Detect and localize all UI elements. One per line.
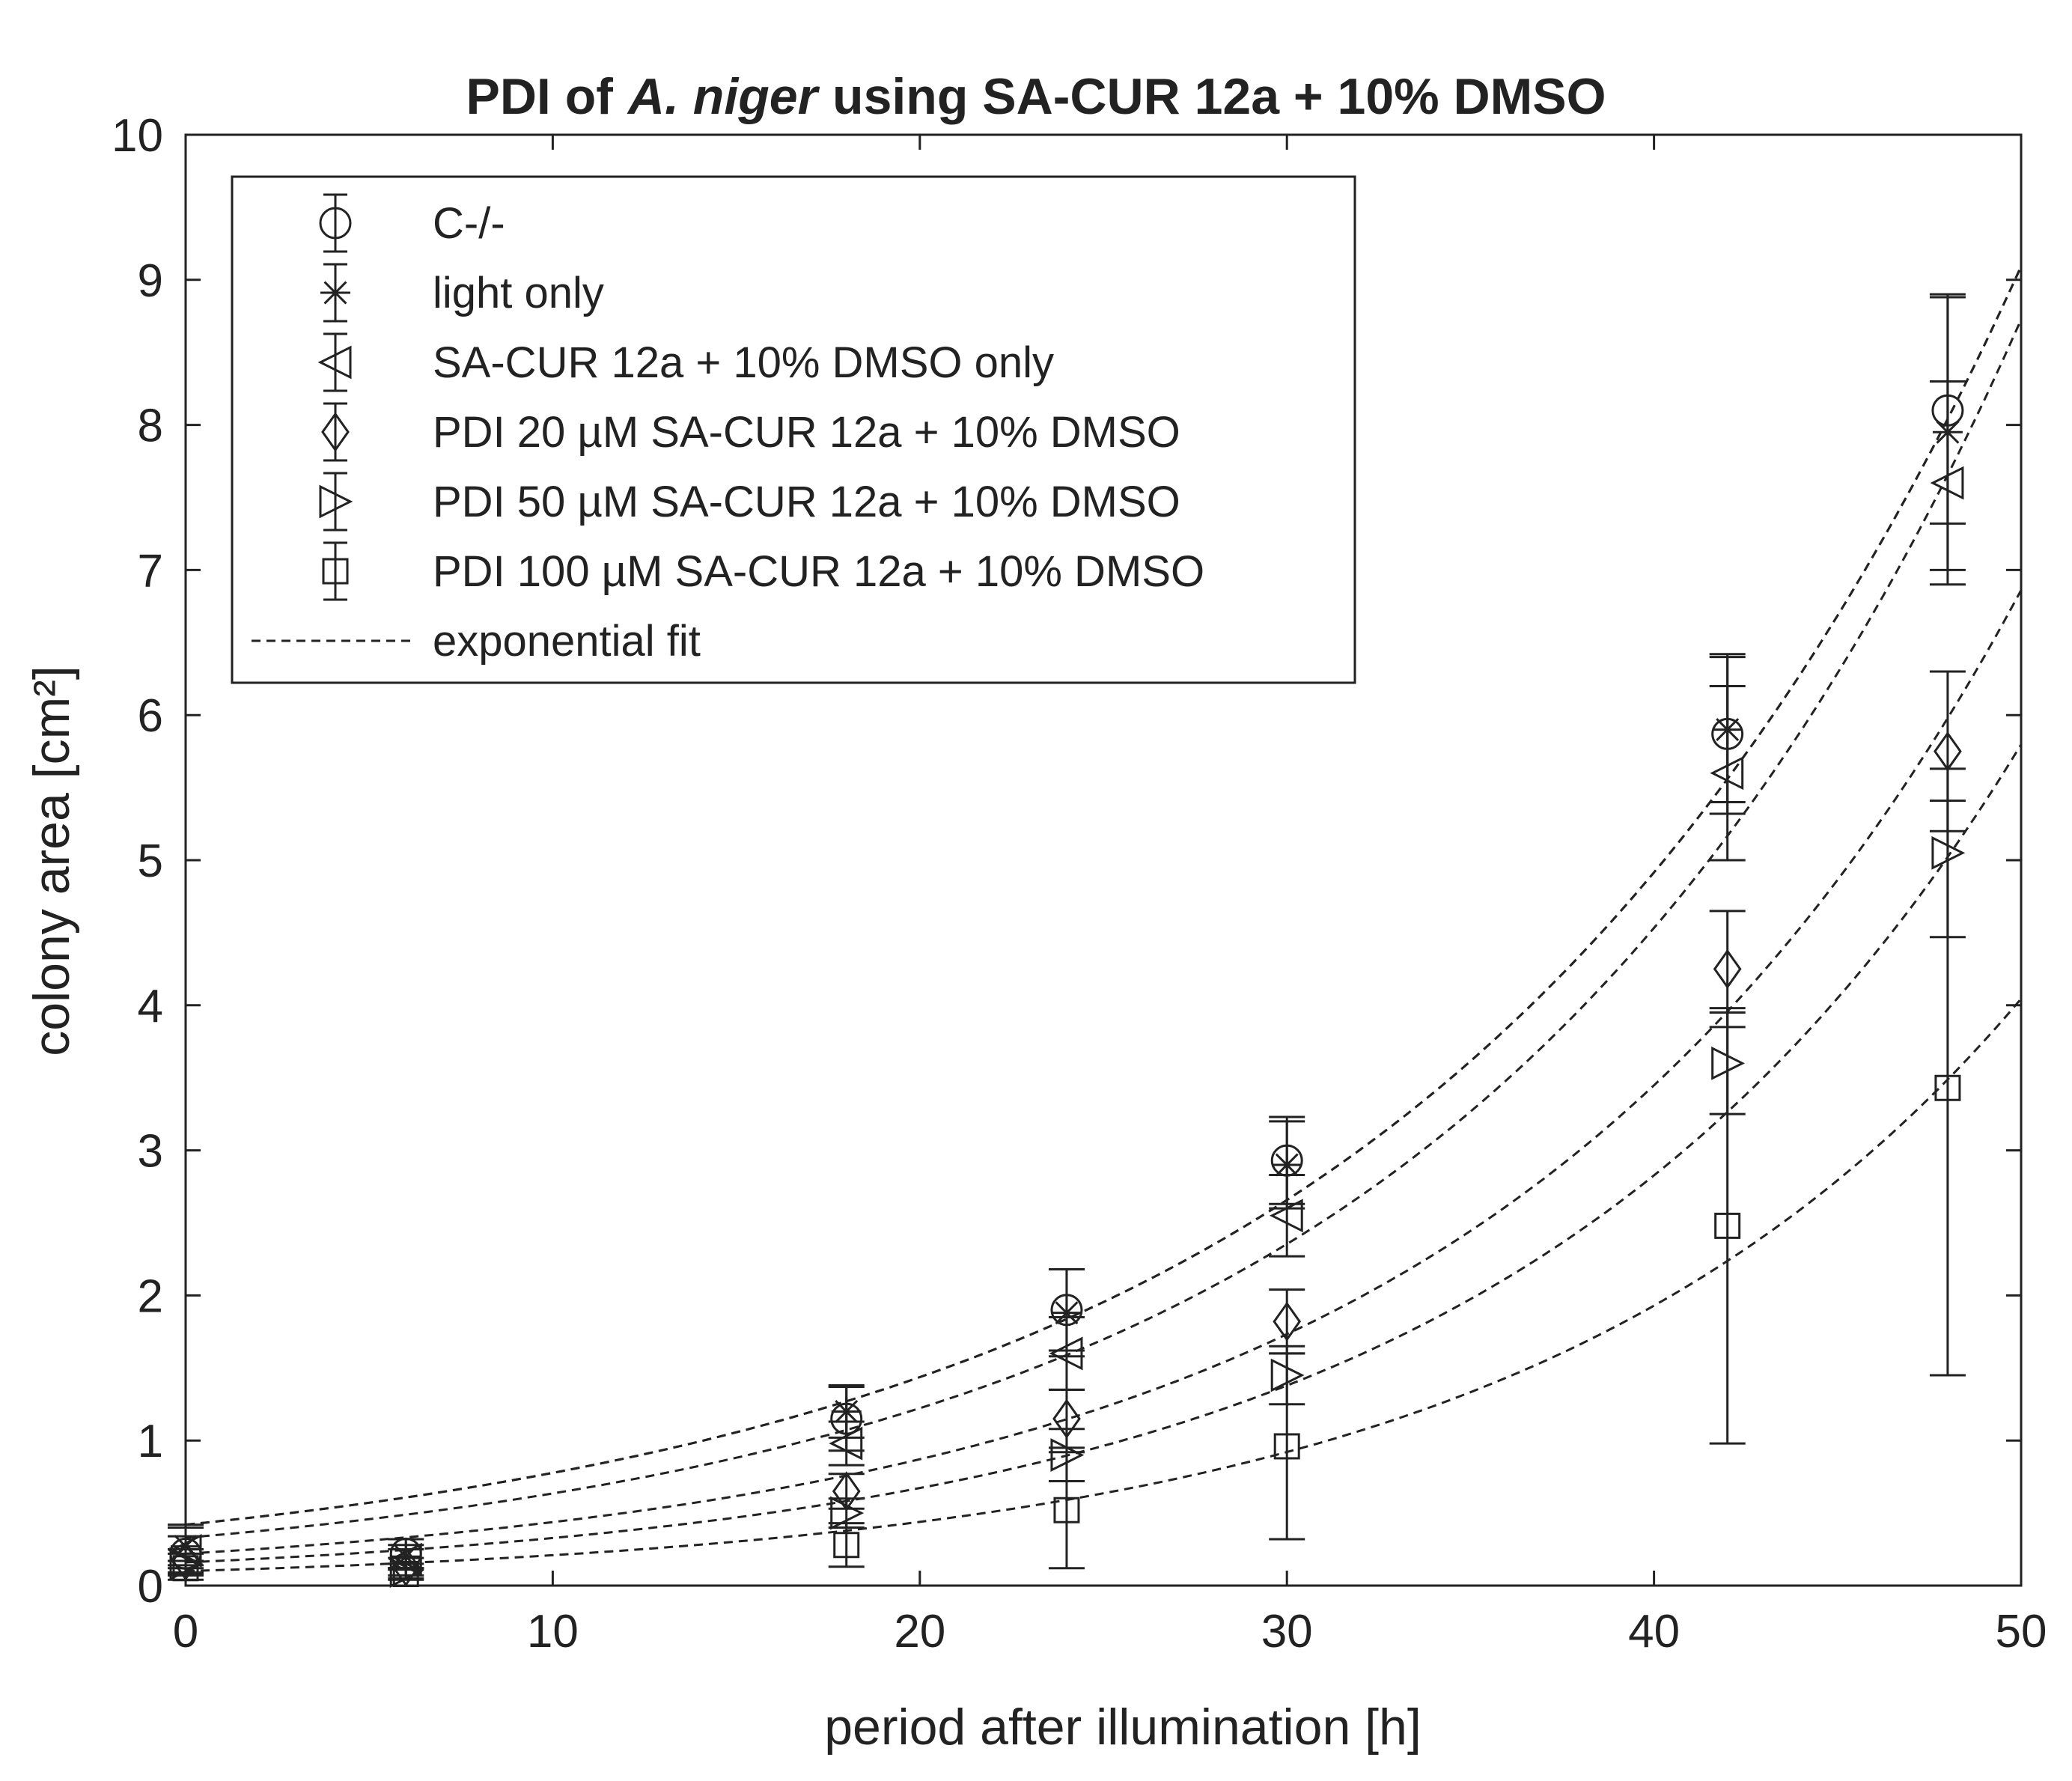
diamond-marker (321, 412, 350, 452)
x-tick-label: 0 (173, 1606, 198, 1657)
data-point (1930, 466, 1964, 500)
legend-label: PDI 50 µM SA-CUR 12a + 10% DMSO (433, 478, 1180, 526)
y-tick-label: 6 (138, 690, 163, 742)
fit-curve (185, 998, 2023, 1573)
legend-label: SA-CUR 12a + 10% DMSO only (433, 338, 1054, 387)
y-tick-label: 0 (138, 1561, 163, 1613)
triangle-left-marker (1049, 1336, 1083, 1371)
data-point (392, 1560, 419, 1587)
legend-marker (320, 278, 350, 308)
y-tick-label: 8 (138, 401, 163, 452)
legend-entry: PDI 100 µM SA-CUR 12a + 10% DMSO (322, 541, 1204, 601)
data-point (1273, 1301, 1302, 1342)
y-tick-label: 4 (138, 981, 163, 1032)
y-axis-label: colony area [cm²] (23, 666, 80, 1056)
triangle-left-marker (829, 1426, 863, 1461)
y-tick-label: 3 (138, 1126, 163, 1178)
legend-entry-fit: exponential fit (252, 617, 701, 666)
data-point (1049, 1336, 1083, 1371)
y-tick-label: 1 (138, 1416, 163, 1467)
asterisk-stroke (835, 1399, 859, 1423)
data-point (1934, 1074, 1961, 1101)
x-tick-label: 20 (894, 1606, 945, 1657)
chart-title-prefix: PDI of (466, 68, 613, 125)
diamond-marker (1273, 1301, 1302, 1342)
legend-marker (321, 412, 350, 452)
legend-marker (322, 558, 349, 585)
square-marker (1714, 1212, 1741, 1239)
diamond-marker (171, 1541, 200, 1581)
circle-marker (319, 207, 352, 240)
diamond-marker (1713, 949, 1742, 989)
data-point (1269, 1199, 1303, 1233)
triangle-right-marker (830, 1496, 865, 1530)
x-tick-label: 40 (1628, 1606, 1680, 1657)
legend-marker (319, 207, 352, 240)
fit-curve (185, 589, 2023, 1555)
data-point (829, 1426, 863, 1461)
y-tick-label: 7 (138, 545, 163, 597)
asterisk-stroke (1275, 1153, 1299, 1177)
asterisk-stroke (1055, 1301, 1079, 1325)
data-point (171, 1541, 200, 1581)
data-point (172, 1555, 199, 1582)
triangle-left-marker (317, 345, 352, 380)
legend-marker (319, 484, 353, 519)
legend-entry: SA-CUR 12a + 10% DMSO only (317, 332, 1054, 392)
legend-entry: light only (320, 263, 604, 323)
legend-box (231, 175, 1356, 684)
y-tick-label: 2 (138, 1270, 163, 1322)
x-tick-label: 30 (1261, 1606, 1313, 1657)
legend-label: C-/- (433, 199, 505, 248)
chart-title-italic: A. niger (627, 68, 820, 125)
triangle-left-marker (1930, 466, 1964, 500)
fit-curve (185, 266, 2023, 1526)
square-marker (1934, 1074, 1961, 1101)
legend-entry: PDI 20 µM SA-CUR 12a + 10% DMSO (321, 402, 1180, 462)
asterisk-stroke (323, 281, 347, 305)
data-point (391, 1547, 421, 1587)
fit-curve (185, 743, 2023, 1564)
data-point (1273, 1433, 1300, 1460)
data-point (1714, 1212, 1741, 1239)
legend-label: light only (433, 269, 604, 317)
legend-entry: PDI 50 µM SA-CUR 12a + 10% DMSO (319, 472, 1180, 532)
x-tick-label: 50 (1996, 1606, 2047, 1657)
legend: C-/- light only SA-CUR 12a + 10% DMSO only… (231, 175, 1356, 684)
data-point (1053, 1497, 1080, 1523)
legend-label: PDI 20 µM SA-CUR 12a + 10% DMSO (433, 408, 1180, 457)
square-marker (392, 1560, 419, 1587)
data-point (833, 1532, 860, 1559)
triangle-left-marker (1269, 1199, 1303, 1233)
triangle-right-marker (319, 484, 353, 519)
plot-area: 0 10 20 30 40 50 0 1 2 3 4 5 6 7 8 9 10 (112, 110, 2047, 1657)
data-point (1710, 756, 1744, 791)
square-marker (833, 1532, 860, 1559)
legend-fit-label: exponential fit (433, 617, 701, 666)
triangle-left-marker (1710, 756, 1744, 791)
square-marker (322, 558, 349, 585)
legend-label: PDI 100 µM SA-CUR 12a + 10% DMSO (433, 547, 1204, 596)
legend-marker (317, 345, 352, 380)
square-marker (172, 1555, 199, 1582)
y-tick-label: 9 (138, 255, 163, 307)
data-point (830, 1496, 865, 1530)
chart-title: PDI of A. niger using SA-CUR 12a + 10% DMS… (466, 68, 1606, 125)
x-tick-label: 10 (527, 1606, 579, 1657)
chart-title-suffix: using SA-CUR 12a + 10% DMSO (832, 68, 1606, 125)
y-tick-label: 10 (112, 110, 163, 162)
legend-entry: C-/- (319, 193, 505, 253)
diamond-marker (391, 1547, 421, 1587)
y-tick-label: 5 (138, 835, 163, 887)
square-marker (1273, 1433, 1300, 1460)
x-axis-label: period after illumination [h] (824, 1699, 1422, 1756)
square-marker (1053, 1497, 1080, 1523)
fit-curve (185, 319, 2023, 1539)
data-point (1713, 949, 1742, 989)
